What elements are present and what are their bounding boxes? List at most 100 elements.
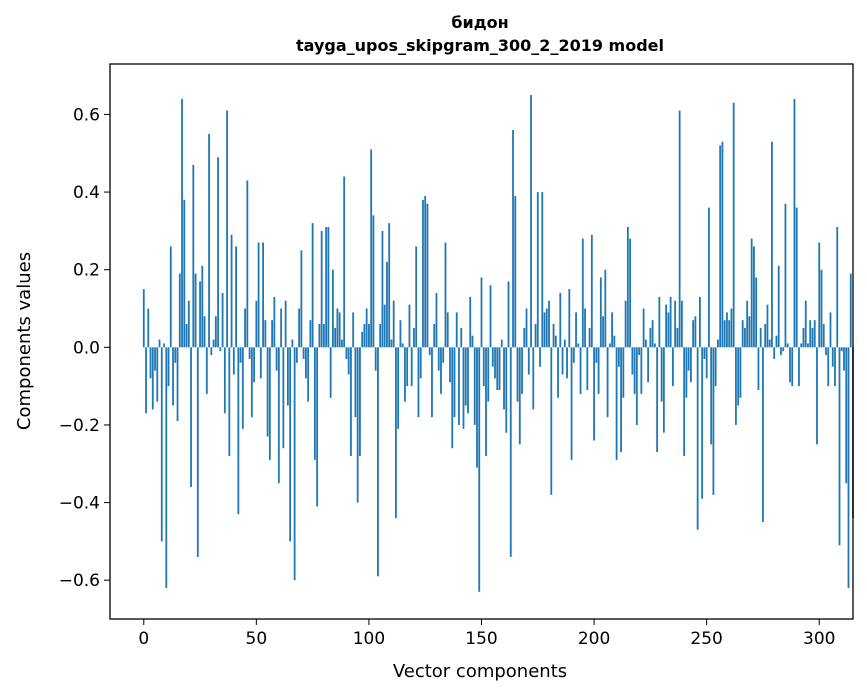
bar-175	[536, 192, 539, 348]
bar-30	[210, 347, 213, 356]
bar-126	[426, 203, 429, 348]
bar-111	[392, 300, 395, 348]
bar-140	[458, 347, 460, 425]
bar-37	[226, 110, 228, 348]
bar-262	[732, 102, 735, 348]
bar-159	[500, 339, 503, 348]
bar-116	[404, 347, 406, 402]
bar-173	[532, 347, 535, 410]
bar-305	[829, 312, 832, 348]
bar-234	[669, 296, 672, 348]
bar-99	[365, 308, 368, 348]
bar-244	[692, 320, 695, 348]
bar-153	[487, 347, 490, 402]
bar-256	[719, 145, 722, 348]
bar-176	[539, 347, 541, 367]
bar-104	[377, 347, 379, 577]
bar-53	[262, 242, 264, 348]
bar-2	[147, 308, 150, 348]
bar-248	[701, 347, 704, 499]
bar-19	[185, 324, 188, 348]
bar-232	[665, 304, 668, 348]
x-axis-label: Vector components	[393, 661, 567, 682]
bar-18	[183, 199, 186, 348]
bar-252	[710, 347, 713, 445]
bar-217	[631, 347, 634, 375]
bar-166	[516, 347, 519, 402]
bar-60	[277, 347, 280, 484]
bar-51	[257, 242, 260, 348]
bar-80	[322, 324, 325, 348]
bar-177	[541, 192, 544, 348]
bar-65	[289, 347, 292, 542]
bar-89	[343, 176, 346, 348]
bar-218	[633, 347, 636, 394]
bar-249	[703, 347, 706, 359]
bar-174	[534, 324, 537, 348]
bar-227	[653, 343, 656, 348]
bar-64	[286, 347, 289, 406]
bar-81	[325, 227, 328, 348]
bar-205	[604, 269, 607, 348]
bar-31	[212, 339, 215, 348]
bar-147	[473, 347, 476, 425]
bar-29	[208, 133, 210, 348]
bar-103	[374, 347, 377, 371]
bar-220	[638, 347, 641, 356]
x-tick-label: 0	[138, 629, 149, 649]
bar-251	[708, 207, 710, 348]
bar-216	[629, 238, 631, 348]
bar-1	[145, 347, 147, 414]
bar-236	[674, 300, 677, 348]
bar-278	[768, 339, 771, 348]
bar-308	[836, 227, 839, 348]
bar-215	[626, 227, 629, 348]
y-tick-label: 0.0	[73, 338, 100, 358]
bar-172	[530, 95, 532, 348]
bar-6	[156, 347, 159, 402]
bar-56	[268, 347, 271, 460]
bar-35	[221, 292, 224, 348]
bar-280	[773, 347, 776, 359]
bar-125	[424, 195, 427, 348]
bar-138	[453, 347, 456, 418]
bar-185	[559, 292, 562, 348]
chart-title: бидон	[451, 13, 508, 32]
bar-168	[521, 347, 523, 394]
bar-239	[680, 300, 683, 348]
bar-5	[154, 347, 156, 371]
bar-257	[721, 141, 724, 348]
bar-76	[313, 347, 316, 460]
bar-96	[359, 347, 361, 456]
bar-122	[417, 347, 420, 418]
bar-300	[818, 242, 821, 348]
bar-112	[395, 347, 397, 519]
bar-36	[223, 347, 226, 414]
bar-208	[611, 312, 613, 348]
bar-165	[514, 195, 517, 348]
bar-162	[507, 281, 510, 348]
bar-17	[181, 98, 183, 348]
bar-255	[717, 339, 719, 348]
bar-10	[165, 347, 168, 588]
bar-50	[255, 300, 258, 348]
bar-287	[789, 347, 791, 383]
bar-274	[759, 327, 762, 348]
bar-73	[307, 347, 310, 402]
bar-54	[264, 320, 267, 348]
bar-170	[525, 308, 528, 348]
bar-301	[820, 269, 823, 348]
bar-240	[683, 347, 686, 456]
bar-238	[678, 110, 681, 348]
bar-115	[401, 343, 404, 348]
bar-67	[293, 347, 296, 581]
bar-222	[642, 308, 645, 348]
bar-272	[755, 277, 758, 348]
bar-277	[766, 304, 769, 348]
bar-225	[649, 327, 652, 348]
bar-156	[494, 347, 496, 379]
bar-100	[368, 324, 370, 348]
bar-47	[248, 347, 251, 359]
bar-74	[309, 320, 312, 348]
bar-266	[741, 320, 744, 348]
